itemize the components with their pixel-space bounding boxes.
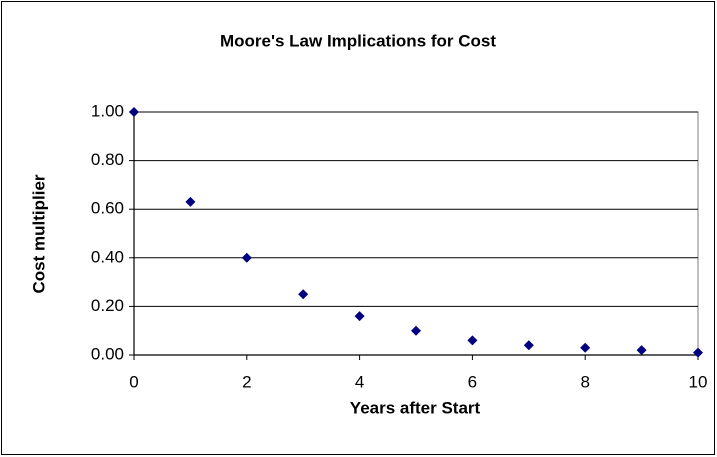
y-tick-label: 0.80 — [91, 150, 124, 169]
marker — [693, 347, 703, 358]
marker — [523, 340, 534, 351]
y-tick-label: 0.20 — [91, 296, 124, 315]
marker — [129, 107, 139, 117]
x-tick-label: 8 — [580, 372, 589, 391]
marker — [580, 342, 591, 353]
y-tick-label: 0.60 — [91, 199, 124, 218]
marker — [411, 325, 421, 336]
y-axis-label: Cost multiplier — [29, 174, 48, 293]
chart-title: Moore's Law Implications for Cost — [220, 31, 496, 50]
marker — [636, 345, 647, 356]
x-tick-label: 6 — [468, 372, 477, 391]
x-tick-label: 2 — [242, 372, 251, 391]
marker — [467, 335, 478, 346]
x-axis-label: Years after Start — [350, 398, 481, 417]
marker — [241, 252, 252, 263]
y-tick-label: 1.00 — [91, 101, 124, 120]
x-tick-label: 0 — [129, 372, 138, 391]
marker — [298, 289, 309, 300]
x-tick-label: 10 — [689, 372, 708, 391]
x-tick-label: 4 — [355, 372, 364, 391]
marker — [354, 311, 365, 322]
y-tick-label: 0.40 — [91, 247, 124, 266]
plot-area — [133, 111, 699, 356]
y-tick-label: 0.00 — [91, 344, 124, 363]
marker — [185, 196, 196, 207]
